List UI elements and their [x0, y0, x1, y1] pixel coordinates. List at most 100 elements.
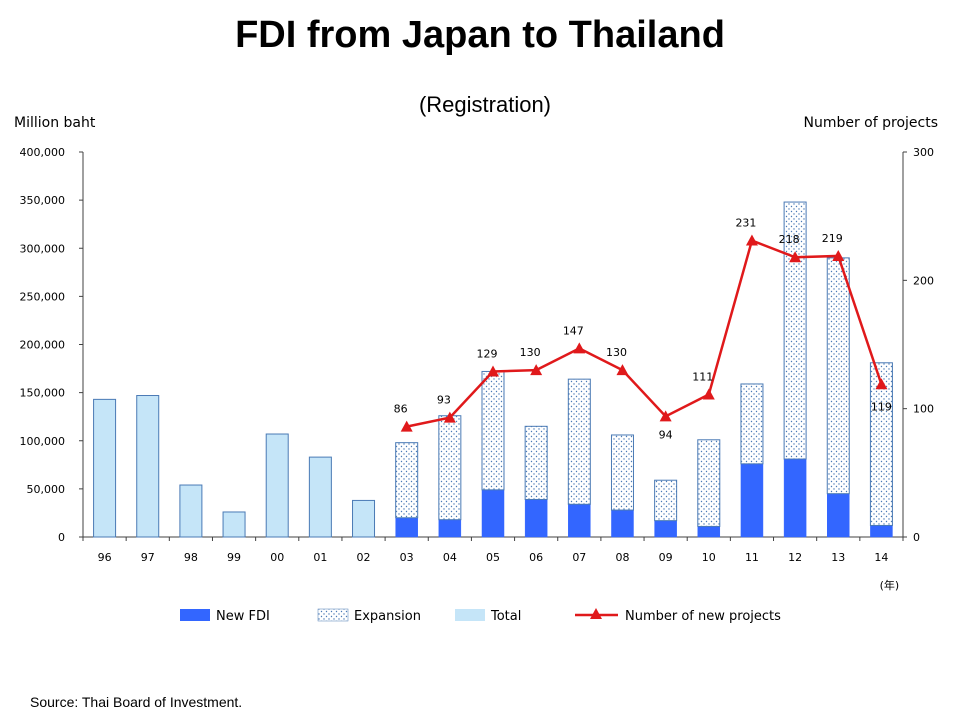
- total-bar: [136, 395, 160, 538]
- x-tick-label: 10: [702, 551, 716, 564]
- source-note: Source: Thai Board of Investment.: [30, 694, 243, 710]
- projects-marker: [832, 249, 845, 261]
- left-tick-label: 150,000: [20, 387, 66, 400]
- projects-marker: [400, 420, 413, 432]
- chart-title: FDI from Japan to Thailand: [235, 14, 725, 56]
- new-fdi-bar: [438, 519, 462, 538]
- x-tick-label: 99: [227, 551, 241, 564]
- right-tick-label: 200: [913, 274, 934, 287]
- projects-data-label: 129: [477, 347, 498, 360]
- projects-data-label: 111: [692, 371, 713, 384]
- legend-swatch-expansion: [317, 608, 349, 622]
- x-tick-label: 04: [443, 551, 457, 564]
- x-tick-label: 07: [572, 551, 586, 564]
- new-fdi-bar: [740, 463, 764, 538]
- new-fdi-bar: [654, 520, 677, 538]
- left-tick-label: 0: [58, 531, 65, 544]
- x-tick-label: 02: [357, 551, 371, 564]
- x-tick-label: 01: [313, 551, 327, 564]
- chart-canvas: 0 50,000 100,000 150,000 200,000 250,000 300,0…: [20, 146, 935, 624]
- projects-data-label: 147: [563, 324, 584, 337]
- legend-label-projects: Number of new projects: [625, 609, 781, 624]
- left-tick-label: 100,000: [20, 435, 66, 448]
- x-tick-label: 05: [486, 551, 500, 564]
- projects-data-label: 86: [394, 403, 408, 416]
- x-tick-label: 13: [831, 551, 845, 564]
- left-tick-label: 400,000: [20, 146, 66, 159]
- x-tick-label: 00: [270, 551, 284, 564]
- projects-marker: [659, 410, 672, 422]
- expansion-bar: [869, 362, 893, 526]
- projects-marker: [789, 251, 802, 263]
- projects-data-label: 218: [779, 233, 800, 246]
- x-tick-label: 14: [874, 551, 888, 564]
- projects-marker: [530, 364, 543, 376]
- total-bar: [308, 456, 332, 538]
- projects-marker: [487, 365, 499, 377]
- left-tick-label: 250,000: [20, 290, 66, 303]
- projects-marker: [443, 411, 456, 423]
- total-bar: [222, 511, 246, 538]
- projects-data-label: 93: [437, 394, 451, 407]
- expansion-bar: [481, 370, 505, 491]
- x-tick-label: 11: [745, 551, 759, 564]
- right-tick-label: 0: [913, 531, 920, 544]
- bars-group: [93, 201, 893, 538]
- x-axis-unit-label: (年): [880, 578, 900, 592]
- x-tick-label: 09: [659, 551, 673, 564]
- expansion-bar: [524, 425, 548, 500]
- new-fdi-bar: [395, 517, 418, 538]
- new-fdi-bar: [697, 526, 721, 538]
- left-tick-label: 50,000: [27, 483, 66, 496]
- expansion-bar: [697, 439, 721, 527]
- projects-marker: [702, 388, 715, 400]
- projects-data-label: 130: [606, 346, 627, 359]
- right-axis-label: Number of projects: [803, 115, 938, 131]
- left-tick-label: 200,000: [20, 339, 66, 352]
- new-fdi-bar: [568, 504, 591, 538]
- projects-line: [406, 238, 883, 428]
- projects-data-label: 130: [520, 346, 541, 359]
- projects-marker: [573, 342, 586, 354]
- expansion-bar: [438, 415, 462, 521]
- x-tick-label: 08: [615, 551, 629, 564]
- legend-label-expansion: Expansion: [354, 609, 421, 624]
- total-bar: [93, 398, 117, 538]
- total-bar: [265, 433, 289, 538]
- right-tick-label: 300: [913, 146, 934, 159]
- projects-data-label: 119: [871, 400, 892, 413]
- projects-marker: [875, 378, 888, 390]
- new-fdi-bar: [870, 525, 893, 538]
- legend-label-total: Total: [490, 609, 521, 624]
- legend-marker-projects: [590, 608, 602, 619]
- projects-data-label: 94: [659, 428, 673, 441]
- left-tick-label: 350,000: [20, 194, 66, 207]
- left-axis-label: Million baht: [14, 115, 96, 131]
- expansion-bar: [610, 434, 634, 511]
- new-fdi-bar: [524, 499, 548, 538]
- projects-marker: [616, 364, 629, 376]
- left-tick-label: 300,000: [20, 242, 66, 255]
- chart-subtitle: (Registration): [418, 92, 552, 117]
- expansion-bar: [826, 257, 850, 495]
- axes-group: 0 50,000 100,000 150,000 200,000 250,000 300,0…: [20, 146, 935, 592]
- legend-swatch-new-fdi: [180, 609, 210, 621]
- x-tick-label: 97: [141, 551, 155, 564]
- total-bar: [352, 499, 376, 538]
- expansion-bar: [783, 201, 807, 460]
- line-series-group: 86 93 129 130 147 130 94 111 231 218 219 119: [394, 217, 892, 442]
- x-tick-label: 03: [400, 551, 414, 564]
- projects-marker: [745, 234, 758, 246]
- new-fdi-bar: [827, 493, 850, 538]
- projects-data-label: 231: [735, 217, 756, 230]
- new-fdi-bar: [611, 509, 634, 538]
- x-tick-label: 12: [788, 551, 802, 564]
- new-fdi-bar: [481, 489, 505, 538]
- expansion-bar: [740, 383, 764, 465]
- legend-swatch-total: [455, 609, 485, 621]
- legend-label-new-fdi: New FDI: [216, 609, 270, 624]
- expansion-bar: [567, 378, 591, 505]
- right-tick-label: 100: [913, 403, 934, 416]
- expansion-bar: [395, 442, 419, 519]
- legend-group: New FDI Expansion Total Number of new proje…: [180, 608, 781, 624]
